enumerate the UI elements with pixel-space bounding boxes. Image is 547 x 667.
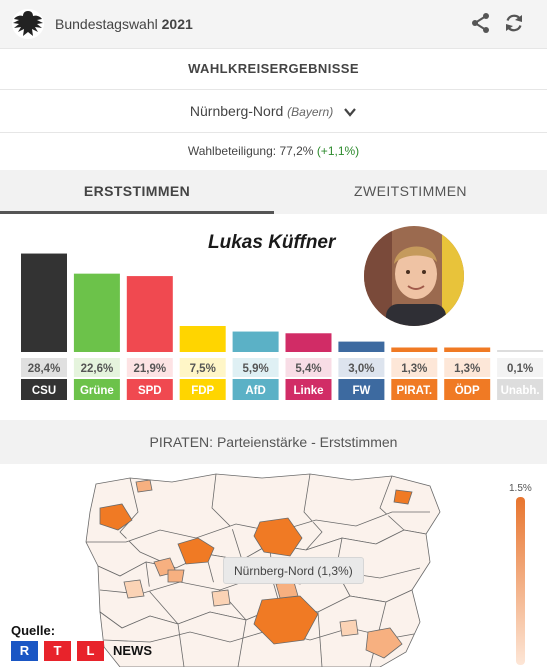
party-box-9 (497, 379, 544, 400)
rtl-letter-l: L (77, 641, 104, 661)
bar-6 (338, 341, 385, 352)
value-bg-0 (21, 358, 67, 377)
bar-7 (391, 347, 438, 352)
bar-2 (126, 276, 173, 352)
party-box-3 (179, 379, 226, 400)
bar-9 (497, 350, 544, 352)
bar-4 (232, 331, 279, 352)
bar-3 (179, 326, 226, 352)
value-bg-9 (497, 358, 544, 377)
results-bar-chart: 28,4% CSU 22,6% Grüne 21,9% SPD 7,5% FDP 5,9% AfD… (21, 253, 544, 400)
district-dropdown[interactable]: Nürnberg-Nord (Bayern) (0, 90, 547, 133)
candidate-name: Lukas Küffner (208, 232, 336, 253)
share-icon[interactable] (470, 12, 492, 34)
party-label-8: ÖDP (455, 384, 480, 397)
value-label-0: 28,4% (28, 363, 61, 375)
tab-erststimmen[interactable]: ERSTSTIMMEN (0, 170, 274, 214)
value-bg-4 (232, 358, 279, 377)
value-label-4: 5,9% (242, 363, 268, 375)
eagle-icon (12, 9, 44, 39)
party-label-2: SPD (138, 385, 162, 397)
turnout-delta: (+1,1%) (316, 144, 360, 158)
value-bg-2 (126, 358, 173, 377)
app-header: Bundestagswahl 2021 (0, 0, 547, 48)
turnout-label: Wahlbeteiligung: 77,2% (187, 144, 314, 158)
value-bg-5 (285, 358, 332, 377)
app-title: Bundestagswahl 2021 (55, 16, 193, 32)
party-box-6 (338, 379, 385, 400)
rtl-letter-r: R (11, 641, 38, 661)
party-label-6: FW (352, 385, 370, 397)
bar-1 (73, 273, 120, 352)
value-bg-1 (73, 358, 120, 377)
district-name: Nürnberg-Nord (189, 103, 284, 119)
district-state: (Bayern) (287, 105, 334, 119)
party-label-4: AfD (245, 385, 265, 397)
value-label-9: 0,1% (507, 363, 533, 375)
vote-tabs: ERSTSTIMMEN ZWEITSTIMMEN (0, 170, 547, 214)
value-label-3: 7,5% (190, 363, 216, 375)
party-box-4 (232, 379, 279, 400)
bar-5 (285, 333, 332, 352)
district-map[interactable] (0, 472, 547, 667)
party-label-0: CSU (32, 385, 56, 397)
value-bg-8 (444, 358, 491, 377)
value-label-5: 5,4% (295, 363, 321, 375)
value-label-6: 3,0% (348, 363, 374, 375)
party-label-5: Linke (293, 385, 323, 397)
section-title: WAHLKREISERGEBNISSE (0, 48, 547, 90)
rtl-news-text: NEWS (113, 643, 152, 658)
source-label: Quelle: (11, 623, 56, 638)
turnout-text: Wahlbeteiligung: 77,2% (+1,1%) (0, 134, 547, 170)
value-bg-3 (179, 358, 226, 377)
party-box-1 (73, 379, 120, 400)
party-label-1: Grüne (80, 385, 114, 397)
party-box-5 (285, 379, 332, 400)
party-box-7 (391, 379, 438, 400)
value-bg-7 (391, 358, 438, 377)
map-header: PIRATEN: Parteienstärke - Erststimmen (0, 420, 547, 464)
party-box-0 (21, 379, 67, 400)
bar-0 (21, 253, 67, 352)
chevron-down-icon (344, 108, 356, 118)
bar-8 (444, 347, 491, 352)
map-legend-scale (516, 497, 525, 665)
value-label-2: 21,9% (133, 363, 166, 375)
refresh-icon[interactable] (503, 12, 525, 34)
party-box-8 (444, 379, 491, 400)
map-tooltip: Nürnberg-Nord (1,3%) (223, 557, 364, 584)
value-label-8: 1,3% (454, 363, 480, 375)
party-box-2 (126, 379, 173, 400)
party-label-3: FDP (191, 385, 214, 397)
value-bg-6 (338, 358, 385, 377)
value-label-1: 22,6% (81, 363, 114, 375)
map-legend-max: 1.5% (509, 483, 532, 494)
value-label-7: 1,3% (401, 363, 427, 375)
candidate-photo (364, 226, 464, 326)
tab-zweitstimmen[interactable]: ZWEITSTIMMEN (354, 183, 467, 199)
party-label-7: PIRAT. (397, 385, 433, 397)
party-label-9: Unabh. (501, 385, 540, 397)
rtl-letter-t: T (44, 641, 71, 661)
